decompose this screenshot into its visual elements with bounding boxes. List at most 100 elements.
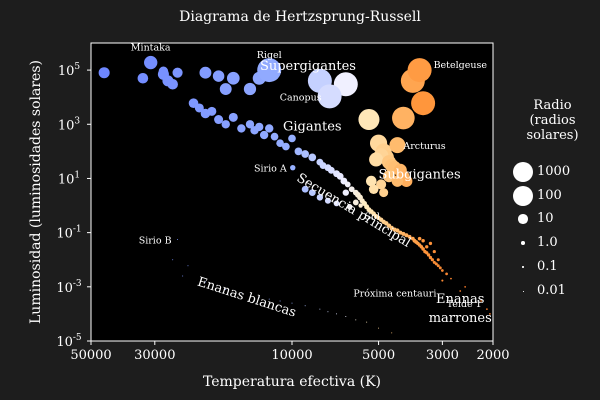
star-name-label: Teide 1 (447, 299, 482, 310)
star-point (304, 305, 306, 307)
star-point (400, 175, 413, 188)
region-label: Gigantes (283, 119, 342, 134)
star-point (226, 71, 240, 85)
star-point (486, 308, 488, 311)
star-point (417, 236, 422, 241)
legend-item: 10 (505, 211, 600, 227)
star-point (327, 166, 335, 174)
star-point (426, 253, 431, 257)
star-point (194, 103, 204, 113)
star-point (428, 241, 433, 246)
legend-item: 0.01 (505, 283, 600, 299)
named-star-point (290, 164, 296, 171)
star-point (137, 72, 149, 84)
star-point (464, 285, 467, 288)
star-point (276, 139, 284, 148)
star-point (245, 120, 255, 129)
x-tick-label: 30000 (134, 348, 175, 363)
star-point (366, 321, 368, 323)
star-point (336, 172, 344, 180)
named-star-point (177, 238, 179, 240)
star-point (324, 197, 331, 204)
star-point (291, 302, 293, 304)
star-point (268, 298, 270, 300)
star-point (259, 130, 269, 140)
star-point (411, 91, 436, 116)
star-point (270, 132, 279, 141)
star-point (398, 230, 403, 235)
star-point (450, 277, 452, 280)
legend-item: 100 (505, 185, 600, 207)
star-name-label: Canopus (280, 92, 322, 103)
star-point (348, 186, 355, 193)
legend-dot (512, 161, 534, 183)
star-point (182, 275, 184, 277)
y-axis-ticks: 105 103 101 10-1 10-3 10-5 (56, 62, 91, 350)
star-point (265, 124, 274, 133)
legend-label: 100 (537, 188, 562, 203)
legend-dot (512, 185, 534, 207)
star-point (158, 66, 169, 77)
legend-item: 1.0 (505, 235, 600, 251)
star-point (199, 66, 212, 79)
star-point (438, 266, 442, 270)
y-tick-label: 101 (58, 170, 80, 187)
star-point (421, 239, 425, 243)
star-point (237, 124, 246, 133)
star-point (376, 179, 387, 190)
star-point (352, 199, 359, 206)
star-point (255, 122, 264, 132)
star-point (480, 300, 482, 302)
star-point (221, 120, 230, 129)
x-tick-label: 50000 (70, 348, 111, 363)
y-axis-label: Luminosidad (luminosidades solares) (28, 60, 44, 324)
y-tick-label: 10-5 (56, 333, 82, 350)
star-name-label: Arcturus (402, 141, 445, 152)
x-tick-label: 5000 (362, 348, 395, 363)
star-point (369, 152, 384, 167)
legend-dot (522, 266, 524, 268)
x-axis-ticks: 50000 30000 10000 5000 3000 2000 (70, 341, 510, 363)
star-point (225, 288, 227, 290)
star-point (214, 114, 224, 125)
star-point (421, 247, 425, 251)
star-point (187, 265, 189, 267)
star-name-label: Sirio B (139, 235, 172, 246)
star-point (212, 70, 225, 82)
star-point (240, 292, 242, 294)
star-point (279, 300, 281, 302)
star-point (336, 313, 338, 315)
radius-legend: Radio (radios solares) 1000 100 10 1.0 0.1 0.… (505, 98, 600, 298)
star-point (258, 297, 260, 299)
star-point (301, 185, 309, 193)
star-name-label: Mintaka (131, 43, 171, 54)
star-point (378, 327, 380, 329)
star-point (355, 319, 357, 321)
star-point (391, 175, 404, 187)
star-point (98, 67, 110, 79)
star-point (436, 264, 440, 268)
star-point (228, 112, 238, 122)
legend-label: 1000 (537, 164, 571, 179)
star-point (319, 308, 321, 310)
legend-dot (522, 290, 524, 292)
star-name-label: Sirio A (254, 164, 287, 175)
x-tick-label: 10000 (271, 348, 312, 363)
star-point (345, 316, 347, 318)
star-point (489, 313, 491, 315)
star-point (368, 184, 379, 195)
star-name-label: Betelgeuse (434, 60, 488, 71)
star-point (308, 153, 317, 162)
legend-title: Radio (radios solares) (526, 98, 579, 143)
star-point (428, 255, 433, 260)
legend-label: 0.01 (537, 283, 566, 298)
legend-item: 0.1 (505, 259, 600, 275)
star-point (288, 134, 296, 143)
star-point (346, 204, 353, 210)
star-name-label: Rigel (257, 50, 282, 61)
star-point (404, 233, 409, 238)
legend-item: 1000 (505, 161, 600, 183)
y-tick-label: 105 (58, 62, 81, 79)
x-tick-label: 3000 (426, 348, 459, 363)
